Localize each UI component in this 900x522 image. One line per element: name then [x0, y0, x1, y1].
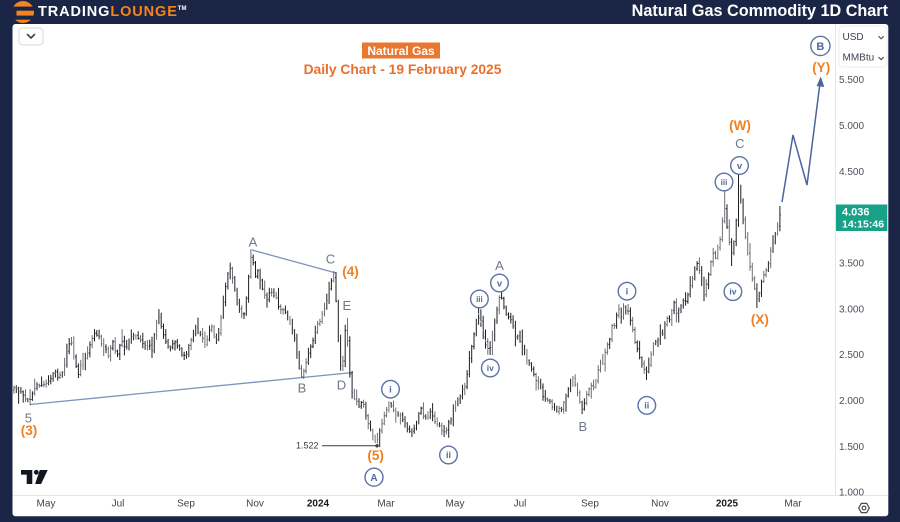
svg-text:B: B	[578, 419, 587, 434]
svg-text:May: May	[37, 499, 56, 510]
svg-text:D: D	[337, 377, 346, 392]
svg-text:(5): (5)	[367, 448, 384, 463]
svg-text:Jul: Jul	[514, 499, 527, 510]
svg-text:2.500: 2.500	[839, 350, 864, 361]
svg-text:Sep: Sep	[177, 499, 195, 510]
svg-text:Daily Chart - 19 February 2025: Daily Chart - 19 February 2025	[304, 62, 502, 77]
svg-text:ii: ii	[644, 401, 649, 411]
svg-text:Nov: Nov	[651, 499, 669, 510]
svg-text:Mar: Mar	[784, 499, 802, 510]
svg-text:5.000: 5.000	[839, 121, 864, 132]
svg-text:USD: USD	[843, 32, 864, 43]
svg-text:1.500: 1.500	[839, 442, 864, 453]
svg-text:Sep: Sep	[581, 499, 599, 510]
svg-text:iii: iii	[476, 295, 483, 304]
svg-text:2.000: 2.000	[839, 396, 864, 407]
svg-text:v: v	[737, 161, 743, 172]
svg-text:i: i	[626, 287, 629, 298]
svg-text:4.036: 4.036	[842, 207, 870, 219]
svg-text:Nov: Nov	[246, 499, 264, 510]
svg-text:v: v	[497, 278, 503, 289]
svg-text:iv: iv	[729, 287, 736, 297]
svg-text:C: C	[326, 251, 335, 266]
svg-text:Jul: Jul	[112, 499, 125, 510]
svg-text:MMBtu: MMBtu	[843, 53, 875, 64]
svg-text:Mar: Mar	[377, 499, 395, 510]
svg-text:(W): (W)	[729, 118, 751, 133]
svg-text:4.500: 4.500	[839, 167, 864, 178]
svg-text:1.522: 1.522	[296, 441, 319, 451]
svg-text:Natural Gas: Natural Gas	[367, 44, 435, 58]
svg-text:14:15:46: 14:15:46	[842, 219, 884, 231]
svg-text:E: E	[342, 298, 351, 313]
svg-text:iii: iii	[721, 178, 728, 187]
svg-text:A: A	[249, 235, 258, 250]
svg-text:3.000: 3.000	[839, 304, 864, 315]
svg-text:iv: iv	[487, 363, 494, 373]
svg-text:ii: ii	[446, 450, 451, 460]
svg-text:2024: 2024	[307, 499, 330, 510]
svg-text:(Y): (Y)	[812, 60, 830, 75]
svg-text:3.500: 3.500	[839, 258, 864, 269]
svg-text:5: 5	[25, 410, 32, 425]
svg-text:5.500: 5.500	[839, 75, 864, 86]
svg-text:2025: 2025	[716, 499, 739, 510]
svg-text:A: A	[370, 473, 377, 484]
svg-text:1.000: 1.000	[839, 488, 864, 499]
svg-text:B: B	[298, 381, 307, 396]
svg-text:(3): (3)	[21, 423, 38, 438]
svg-text:(X): (X)	[751, 312, 769, 327]
svg-text:May: May	[446, 499, 465, 510]
svg-text:A: A	[495, 258, 504, 273]
svg-text:C: C	[735, 136, 744, 151]
svg-text:(4): (4)	[342, 264, 359, 279]
svg-text:i: i	[389, 385, 392, 396]
svg-text:B: B	[816, 41, 824, 53]
